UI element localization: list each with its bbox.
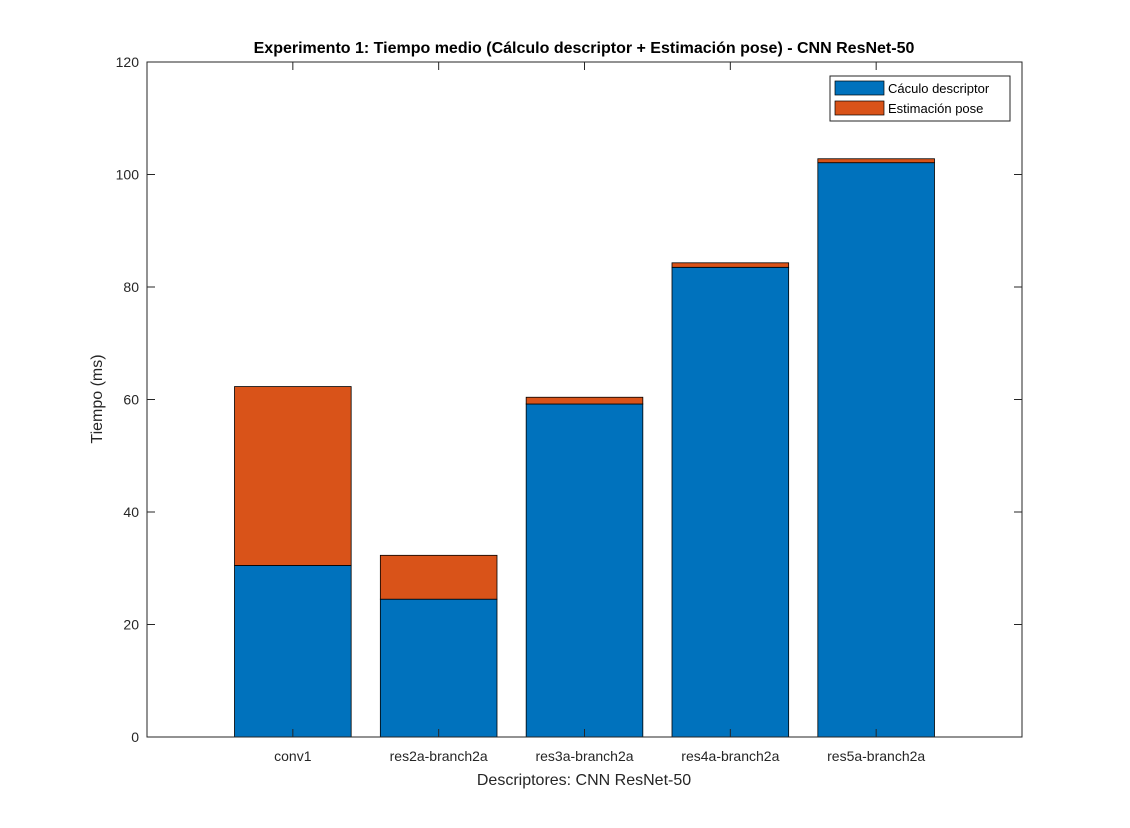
bars-layer (234, 158, 935, 738)
x-tick-label: res3a-branch2a (535, 748, 633, 764)
bar-pose-conv1 (234, 386, 352, 566)
axes-box (146, 61, 1023, 738)
legend-swatch-descriptor (834, 80, 885, 96)
x-tick-label: res4a-branch2a (681, 748, 779, 764)
bar-descriptor-res4a-branch2a (671, 266, 790, 738)
x-tick-label: res5a-branch2a (827, 748, 925, 764)
y-tick-label: 40 (123, 504, 139, 520)
chart-title: Experimento 1: Tiempo medio (Cálculo des… (254, 40, 915, 57)
y-axis-label: Tiempo (ms) (89, 354, 106, 443)
bar-pose-res2a-branch2a (379, 554, 498, 600)
y-tick-label: 60 (123, 392, 139, 408)
y-tick-label: 100 (116, 167, 140, 183)
bar-pose-res5a-branch2a (817, 158, 935, 164)
bar-pose-res4a-branch2a (671, 262, 790, 268)
y-tick-label: 0 (131, 729, 139, 745)
bar-descriptor-res2a-branch2a (379, 598, 498, 738)
bar-pose-res3a-branch2a (525, 396, 644, 405)
bar-descriptor-conv1 (234, 565, 352, 738)
y-tick-label: 120 (116, 54, 140, 70)
legend: Cáculo descriptor Estimación pose (829, 75, 1011, 122)
x-tick-label: conv1 (274, 748, 312, 764)
bar-descriptor-res5a-branch2a (817, 162, 935, 738)
y-tick-label: 20 (123, 617, 139, 633)
legend-label-pose: Estimación pose (888, 101, 983, 116)
bar-descriptor-res3a-branch2a (525, 403, 644, 738)
y-tick-label: 80 (123, 279, 139, 295)
x-axis-label: Descriptores: CNN ResNet-50 (477, 772, 691, 789)
x-tick-label: res2a-branch2a (390, 748, 488, 764)
ticks-layer: 0 20 40 60 80 100 120 conv1 res2a-branch2a res3a-… (116, 54, 1022, 764)
legend-label-descriptor: Cáculo descriptor (888, 81, 990, 96)
legend-swatch-pose (834, 100, 885, 116)
